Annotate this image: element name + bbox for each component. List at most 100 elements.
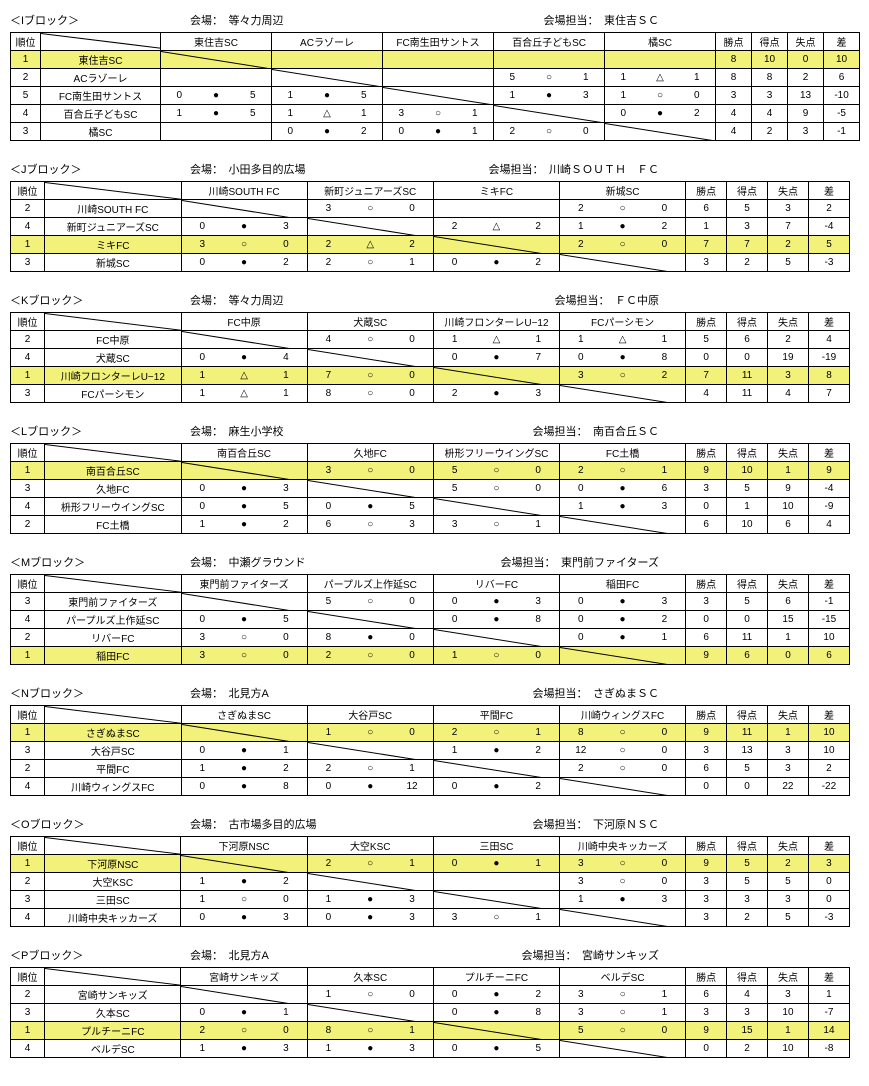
self-cell bbox=[307, 611, 433, 629]
score-a: 0 bbox=[181, 349, 223, 367]
table-row: 5FC南生田サントス0●51●51●31○03313-10 bbox=[11, 87, 860, 105]
rank-cell: 4 bbox=[11, 611, 45, 629]
stat-header: 得点 bbox=[727, 182, 768, 200]
block-header: ＜Jブロック＞会場： 小田多目的広場会場担当： 川崎ＳＯＵＴＨ ＦＣ bbox=[10, 159, 859, 181]
score-b: 3 bbox=[644, 891, 686, 909]
result-sym: △ bbox=[642, 69, 679, 87]
rank-cell: 2 bbox=[11, 760, 45, 778]
rank-cell: 3 bbox=[11, 385, 45, 403]
score-b: 2 bbox=[265, 760, 307, 778]
score-b: 0 bbox=[679, 87, 716, 105]
stat-cell: 0 bbox=[686, 778, 727, 796]
score-b: 0 bbox=[391, 200, 433, 218]
score-a: 2 bbox=[559, 200, 601, 218]
block-name: ＜Iブロック＞ bbox=[10, 12, 150, 28]
score-a: 3 bbox=[560, 986, 602, 1004]
stat-cell: 3 bbox=[727, 891, 768, 909]
result-sym: ○ bbox=[602, 760, 644, 778]
team-header: 東住吉SC bbox=[161, 33, 272, 51]
stat-cell: 9 bbox=[808, 462, 849, 480]
stat-cell: 0 bbox=[686, 349, 727, 367]
stat-cell: 0 bbox=[768, 647, 809, 665]
stat-cell: 0 bbox=[686, 611, 727, 629]
score-a: 0 bbox=[181, 778, 223, 796]
rank-cell: 2 bbox=[11, 873, 45, 891]
result-sym: ● bbox=[223, 254, 265, 272]
diag-header bbox=[45, 706, 181, 724]
stat-cell: 9 bbox=[686, 855, 727, 873]
score-b: 1 bbox=[391, 254, 433, 272]
stat-cell: 6 bbox=[686, 986, 727, 1004]
score-b: 0 bbox=[644, 873, 686, 891]
table-row: 4新町ジュニアーズSC0●32△21●2137-4 bbox=[11, 218, 850, 236]
score-a: 0 bbox=[383, 123, 420, 141]
result-sym: ● bbox=[475, 778, 517, 796]
score-a: 8 bbox=[307, 385, 349, 403]
score-a: 0 bbox=[560, 349, 602, 367]
score-b: 0 bbox=[568, 123, 605, 141]
stat-cell: 3 bbox=[808, 855, 849, 873]
score-a: 3 bbox=[307, 462, 349, 480]
stat-cell: 3 bbox=[686, 480, 727, 498]
result-sym: ● bbox=[223, 760, 265, 778]
score-a: 2 bbox=[307, 254, 349, 272]
team-cell: 稲田FC bbox=[45, 647, 181, 665]
stat-cell: 6 bbox=[727, 647, 768, 665]
score-b: 0 bbox=[391, 986, 433, 1004]
result-sym: ● bbox=[420, 123, 457, 141]
self-cell bbox=[307, 742, 433, 760]
stat-cell: 5 bbox=[727, 200, 768, 218]
team-header: さぎぬまSC bbox=[181, 706, 307, 724]
score-a: 0 bbox=[433, 986, 475, 1004]
team-header: 平間FC bbox=[433, 706, 559, 724]
self-cell bbox=[181, 593, 307, 611]
score-b: 0 bbox=[391, 385, 433, 403]
score-b: 1 bbox=[517, 331, 559, 349]
table-row: 2平間FC1●22○12○06532 bbox=[11, 760, 850, 778]
result-sym: ○ bbox=[475, 516, 517, 534]
score-a: 1 bbox=[560, 891, 602, 909]
venue: 会場： 中瀬グラウンド bbox=[190, 554, 306, 570]
self-cell bbox=[307, 873, 433, 891]
score-a: 2 bbox=[307, 647, 349, 665]
stat-cell: -1 bbox=[808, 593, 849, 611]
self-cell bbox=[433, 760, 559, 778]
owner: 会場担当： 川崎ＳＯＵＴＨ ＦＣ bbox=[489, 161, 660, 177]
score-b: 2 bbox=[265, 873, 307, 891]
rank-header: 順位 bbox=[11, 313, 45, 331]
team-header: ミキFC bbox=[433, 182, 559, 200]
score-b: 1 bbox=[568, 69, 605, 87]
score-a: 1 bbox=[559, 498, 601, 516]
score-b: 2 bbox=[265, 254, 307, 272]
result-sym: ● bbox=[475, 742, 517, 760]
stat-cell: 9 bbox=[686, 1022, 727, 1040]
stat-header: 差 bbox=[808, 182, 849, 200]
team-header: FCパーシモン bbox=[560, 313, 686, 331]
score-a: 2 bbox=[433, 724, 475, 742]
standings-table: 順位下河原NSC大空KSC三田SC川崎中央キッカーズ勝点得点失点差1下河原NSC… bbox=[10, 836, 850, 927]
stat-cell: -3 bbox=[808, 909, 849, 927]
stat-cell: 0 bbox=[788, 51, 824, 69]
table-row: 4犬蔵SC0●40●70●80019-19 bbox=[11, 349, 850, 367]
score-a: 0 bbox=[433, 855, 475, 873]
block-O: ＜Oブロック＞会場： 古市場多目的広場会場担当： 下河原ＮＳＣ順位下河原NSC大… bbox=[10, 814, 859, 927]
stat-cell: 9 bbox=[686, 724, 727, 742]
stat-cell: 1 bbox=[768, 629, 809, 647]
stat-cell: 3 bbox=[767, 760, 808, 778]
score-b bbox=[679, 51, 716, 69]
self-cell bbox=[181, 331, 307, 349]
score-a: 3 bbox=[383, 105, 420, 123]
standings-table: 順位FC中原犬蔵SC川崎フロンターレU−12FCパーシモン勝点得点失点差2FC中… bbox=[10, 312, 850, 403]
self-cell bbox=[433, 236, 559, 254]
self-cell bbox=[433, 367, 559, 385]
block-header: ＜Nブロック＞会場： 北見方A会場担当： さぎぬまＳＣ bbox=[10, 683, 859, 705]
stat-cell: 2 bbox=[768, 855, 809, 873]
result-sym: ● bbox=[309, 87, 346, 105]
block-name: ＜Jブロック＞ bbox=[10, 161, 150, 177]
result-sym: ○ bbox=[349, 760, 391, 778]
score-b: 0 bbox=[391, 462, 433, 480]
owner: 会場担当： 南百合丘ＳＣ bbox=[533, 423, 660, 439]
score-b: 3 bbox=[644, 593, 686, 611]
score-b: 3 bbox=[568, 87, 605, 105]
score-b: 0 bbox=[644, 200, 686, 218]
